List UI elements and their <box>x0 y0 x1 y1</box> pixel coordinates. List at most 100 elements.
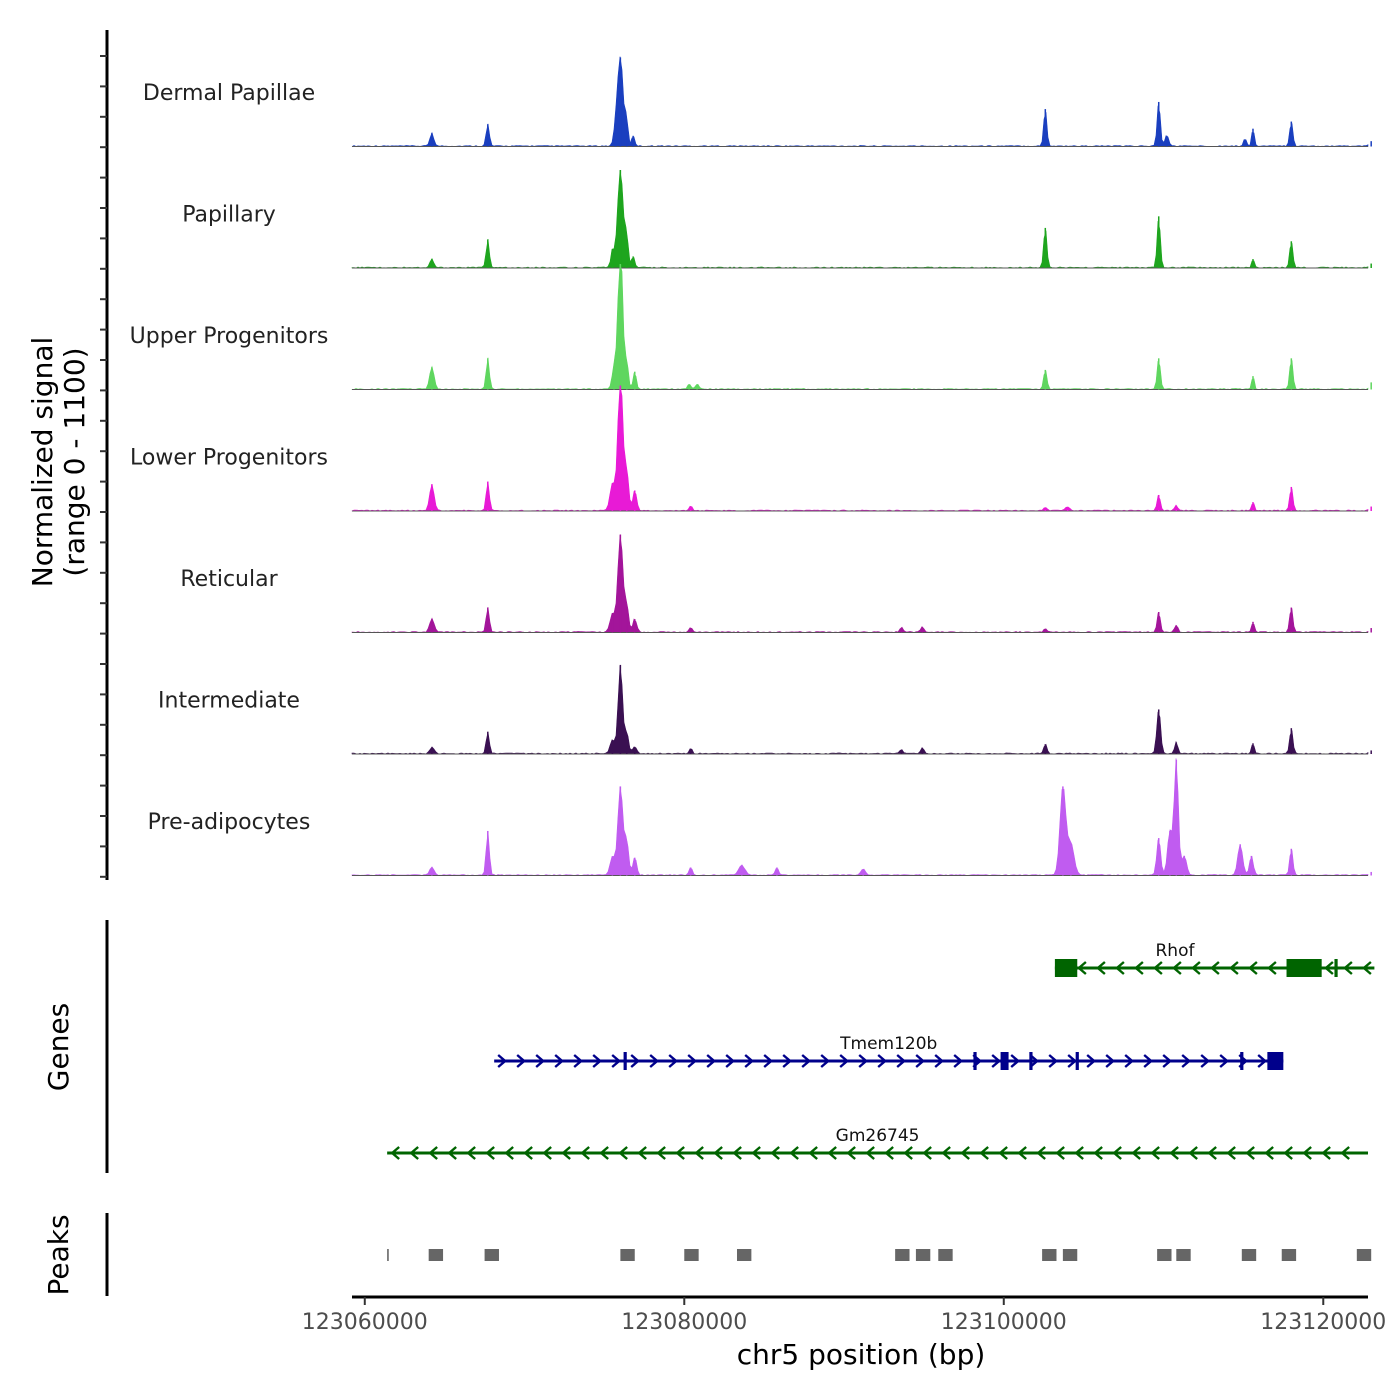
strand-chevron <box>820 1054 831 1068</box>
strand-chevron <box>1257 1054 1268 1068</box>
strand-chevron <box>903 1146 913 1160</box>
strand-chevron <box>1302 1146 1312 1160</box>
strand-chevron <box>915 1054 926 1068</box>
peak-region <box>1176 1249 1191 1261</box>
track-label: Upper Progenitors <box>130 324 329 349</box>
strand-chevron <box>979 1146 989 1160</box>
peak-region <box>1356 1249 1372 1261</box>
peak-region <box>1062 1249 1078 1261</box>
strand-chevron <box>1191 961 1201 975</box>
strand-chevron <box>953 1054 964 1068</box>
strand-chevron <box>573 1054 584 1068</box>
gene-gm26745: Gm26745 <box>387 1126 1368 1160</box>
x-axis-title: chr5 position (bp) <box>737 1338 986 1371</box>
strand-chevron <box>1362 961 1372 975</box>
strand-chevron <box>542 1146 552 1160</box>
coverage-area <box>351 385 1369 512</box>
peaks-panel-label: Peaks <box>42 1214 75 1295</box>
exon <box>1267 1052 1284 1070</box>
strand-chevron <box>1105 1054 1116 1068</box>
strand-chevron <box>858 1054 869 1068</box>
strand-chevron <box>1150 1146 1160 1160</box>
peak-region <box>684 1249 699 1261</box>
strand-chevron <box>611 1054 622 1068</box>
gene-annotations: Rhof Tmem120b Gm26745 <box>387 941 1375 1160</box>
strand-chevron <box>839 1054 850 1068</box>
gene-label: Tmem120b <box>839 1034 937 1054</box>
strand-chevron <box>675 1146 685 1160</box>
strand-chevron <box>592 1054 603 1068</box>
x-tick-label: 123100000 <box>941 1310 1067 1335</box>
peak-region <box>1281 1249 1297 1261</box>
strand-chevron <box>1074 1146 1084 1160</box>
strand-chevron <box>801 1054 812 1068</box>
strand-chevron <box>1036 1146 1046 1160</box>
strand-chevron <box>599 1146 609 1160</box>
strand-chevron <box>1162 1054 1173 1068</box>
exon <box>1075 1052 1079 1070</box>
x-tick-label: 123060000 <box>302 1310 428 1335</box>
strand-chevron <box>535 1054 546 1068</box>
x-tick-label: 123120000 <box>1260 1310 1386 1335</box>
peak-region <box>1241 1249 1257 1261</box>
strand-chevron <box>1067 1054 1078 1068</box>
strand-chevron <box>713 1146 723 1160</box>
exon <box>1286 959 1322 977</box>
strand-chevron <box>1077 961 1087 975</box>
track-dermal-papillae: Dermal Papillae <box>143 56 1372 147</box>
strand-chevron <box>941 1146 951 1160</box>
strand-chevron <box>447 1146 457 1160</box>
track-label: Pre-adipocytes <box>148 810 311 835</box>
strand-chevron <box>1267 961 1277 975</box>
strand-chevron <box>1188 1146 1198 1160</box>
strand-chevron <box>934 1054 945 1068</box>
strand-chevron <box>668 1054 679 1068</box>
strand-chevron <box>744 1054 755 1068</box>
exon <box>1334 959 1338 977</box>
track-reticular: Reticular <box>180 534 1372 633</box>
signal-y-axis <box>100 30 109 880</box>
strand-chevron <box>1153 961 1163 975</box>
coverage-tracks: Dermal Papillae Papillary Upper Progenitor… <box>130 56 1372 876</box>
strand-chevron <box>1055 1146 1065 1160</box>
strand-chevron <box>1169 1146 1179 1160</box>
peak-region <box>428 1249 444 1261</box>
strand-chevron <box>1134 961 1144 975</box>
strand-chevron <box>770 1146 780 1160</box>
strand-chevron <box>1340 1146 1350 1160</box>
strand-chevron <box>516 1054 527 1068</box>
peak-region <box>915 1249 931 1261</box>
strand-chevron <box>1200 1054 1211 1068</box>
track-intermediate: Intermediate <box>158 664 1372 755</box>
strand-chevron <box>827 1146 837 1160</box>
strand-chevron <box>1245 1146 1255 1160</box>
strand-chevron <box>630 1054 641 1068</box>
peak-region <box>620 1249 635 1261</box>
track-label: Papillary <box>182 203 276 228</box>
gene-tmem120b: Tmem120b <box>494 1034 1284 1070</box>
strand-chevron <box>706 1054 717 1068</box>
exon <box>1000 1052 1009 1070</box>
strand-chevron <box>960 1146 970 1160</box>
strand-chevron <box>1096 961 1106 975</box>
strand-chevron <box>1017 1146 1027 1160</box>
strand-chevron <box>409 1146 419 1160</box>
strand-chevron <box>1210 961 1220 975</box>
peak-region <box>938 1249 953 1261</box>
gene-label: Rhof <box>1156 941 1196 961</box>
strand-chevron <box>1010 1054 1021 1068</box>
strand-chevron <box>694 1146 704 1160</box>
strand-chevron <box>1324 961 1334 975</box>
strand-chevron <box>1143 1054 1154 1068</box>
gene-rhof: Rhof <box>1054 941 1375 977</box>
strand-chevron <box>865 1146 875 1160</box>
peak-region <box>1157 1249 1172 1261</box>
peak-region <box>736 1249 752 1261</box>
strand-chevron <box>1321 1146 1331 1160</box>
strand-chevron <box>922 1146 932 1160</box>
strand-chevron <box>656 1146 666 1160</box>
track-pre-adipocytes: Pre-adipocytes <box>148 758 1372 876</box>
strand-chevron <box>1086 1054 1097 1068</box>
strand-chevron <box>687 1054 698 1068</box>
